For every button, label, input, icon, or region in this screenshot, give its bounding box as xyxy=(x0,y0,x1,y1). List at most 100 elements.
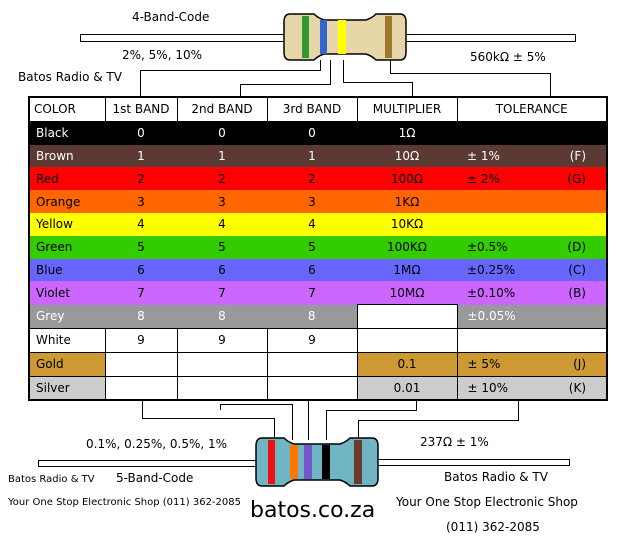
color-name: Orange xyxy=(29,190,105,213)
tolerance-value: ±0.10% (B) xyxy=(457,281,607,305)
third-band-value: 0 xyxy=(267,121,357,145)
color-name: Silver xyxy=(28,375,106,401)
multiplier-value: 1MΩ xyxy=(357,258,457,282)
second-band-value xyxy=(176,351,268,377)
header-1st-band: 1st BAND xyxy=(104,96,178,122)
color-name: Gold xyxy=(28,351,106,377)
first-band-value: 6 xyxy=(105,258,177,282)
band-blue xyxy=(320,20,327,54)
five-band-title: 5-Band-Code xyxy=(116,471,194,485)
table-row: Blue 6 6 6 1MΩ ±0.25% (C) xyxy=(29,258,607,282)
connector xyxy=(358,420,359,440)
connector xyxy=(358,420,518,421)
color-name: Red xyxy=(29,167,105,191)
connector xyxy=(220,404,292,405)
color-name: Blue xyxy=(29,258,105,282)
first-band-value: 9 xyxy=(104,327,178,353)
second-band-value: 9 xyxy=(176,327,268,353)
multiplier-value: 0.01 xyxy=(356,375,458,401)
second-band-value: 8 xyxy=(177,304,267,329)
third-band-value: 4 xyxy=(267,212,357,236)
connector xyxy=(343,60,344,82)
table-row: Orange 3 3 3 1KΩ xyxy=(29,190,607,213)
band-red xyxy=(268,440,275,484)
multiplier-value: 100Ω xyxy=(357,167,457,191)
first-band-value: 7 xyxy=(105,281,177,305)
connector xyxy=(326,410,416,411)
top-right-lead xyxy=(404,34,576,42)
bottom-right-shop: Your One Stop Electronic Shop xyxy=(396,495,578,509)
connector xyxy=(412,82,413,96)
header-multiplier: MULTIPLIER xyxy=(356,96,458,122)
header-color: COLOR xyxy=(28,96,106,122)
connector xyxy=(330,60,331,85)
band-yellow xyxy=(338,20,346,54)
third-band-value xyxy=(266,375,358,401)
color-name: Grey xyxy=(29,304,105,329)
third-band-value xyxy=(266,351,358,377)
top-left-lead xyxy=(80,34,292,42)
four-band-resistor xyxy=(283,13,407,61)
tolerance-code: (D) xyxy=(567,240,586,255)
multiplier-value: 10MΩ xyxy=(357,281,457,305)
header-tolerance: TOLERANCE xyxy=(456,96,608,122)
multiplier-value xyxy=(356,327,458,353)
color-name: Yellow xyxy=(29,212,105,236)
first-band-value: 2 xyxy=(105,167,177,191)
table-row: Gold 0.1 ± 5% (J) xyxy=(28,351,608,377)
first-band-value xyxy=(104,351,178,377)
multiplier-value: 10Ω xyxy=(357,144,457,168)
first-band-value: 3 xyxy=(105,190,177,213)
table-row: Violet 7 7 7 10MΩ ±0.10% (B) xyxy=(29,281,607,305)
table-row: White 9 9 9 xyxy=(28,327,608,353)
third-band-value: 7 xyxy=(267,281,357,305)
table-row: Grey 8 8 8 ±0.05% xyxy=(29,304,607,329)
color-name: Brown xyxy=(29,144,105,168)
connector xyxy=(416,400,417,411)
tolerance-code: (B) xyxy=(568,286,586,301)
connector xyxy=(390,73,550,74)
connector xyxy=(140,70,320,71)
connector xyxy=(140,70,141,96)
tolerance-code: (K) xyxy=(568,380,586,395)
tolerance-value xyxy=(457,121,607,145)
table-row: Brown 1 1 1 10Ω ± 1% (F) xyxy=(29,144,607,168)
tolerance-value xyxy=(457,212,607,236)
tolerance-value: ± 5% (J) xyxy=(456,351,608,377)
connector xyxy=(220,404,221,410)
first-band-value: 4 xyxy=(105,212,177,236)
table-row: Red 2 2 2 100Ω ± 2% (G) xyxy=(29,167,607,191)
multiplier-value: 10KΩ xyxy=(357,212,457,236)
color-code-table: COLOR 1st BAND 2nd BAND 3rd BAND MULTIPL… xyxy=(28,96,608,402)
tolerance-value xyxy=(457,190,607,213)
second-band-value: 0 xyxy=(177,121,267,145)
tolerance-code: (J) xyxy=(573,357,586,372)
tolerance-value: ± 2% (G) xyxy=(457,167,607,191)
tolerance-value xyxy=(456,327,608,353)
color-name: Black xyxy=(29,121,105,145)
tolerance-value: ±0.5% (D) xyxy=(457,235,607,259)
tolerance-code: (G) xyxy=(567,171,586,186)
multiplier-value: 1Ω xyxy=(357,121,457,145)
header-3rd-band: 3rd BAND xyxy=(266,96,358,122)
bottom-right-value-label: 237Ω ± 1% xyxy=(420,435,489,449)
bottom-left-shop: Your One Stop Electronic Shop (011) 362-… xyxy=(8,497,241,508)
first-band-value: 8 xyxy=(105,304,177,329)
multiplier-value: 100KΩ xyxy=(357,235,457,259)
multiplier-value xyxy=(356,304,458,329)
band-gold xyxy=(385,16,392,58)
connector xyxy=(390,60,391,74)
top-brand: Batos Radio & TV xyxy=(18,70,122,84)
table-row: Yellow 4 4 4 10KΩ xyxy=(29,212,607,236)
tolerance-value: ± 10% (K) xyxy=(456,375,608,401)
connector xyxy=(320,60,321,71)
band-violet xyxy=(304,445,312,479)
connector xyxy=(142,400,143,418)
band-orange xyxy=(290,445,298,479)
second-band-value: 2 xyxy=(177,167,267,191)
connector xyxy=(240,84,330,85)
bottom-left-brand: Batos Radio & TV xyxy=(8,474,95,485)
band-green xyxy=(302,16,309,58)
color-name: Violet xyxy=(29,281,105,305)
first-band-value: 5 xyxy=(105,235,177,259)
